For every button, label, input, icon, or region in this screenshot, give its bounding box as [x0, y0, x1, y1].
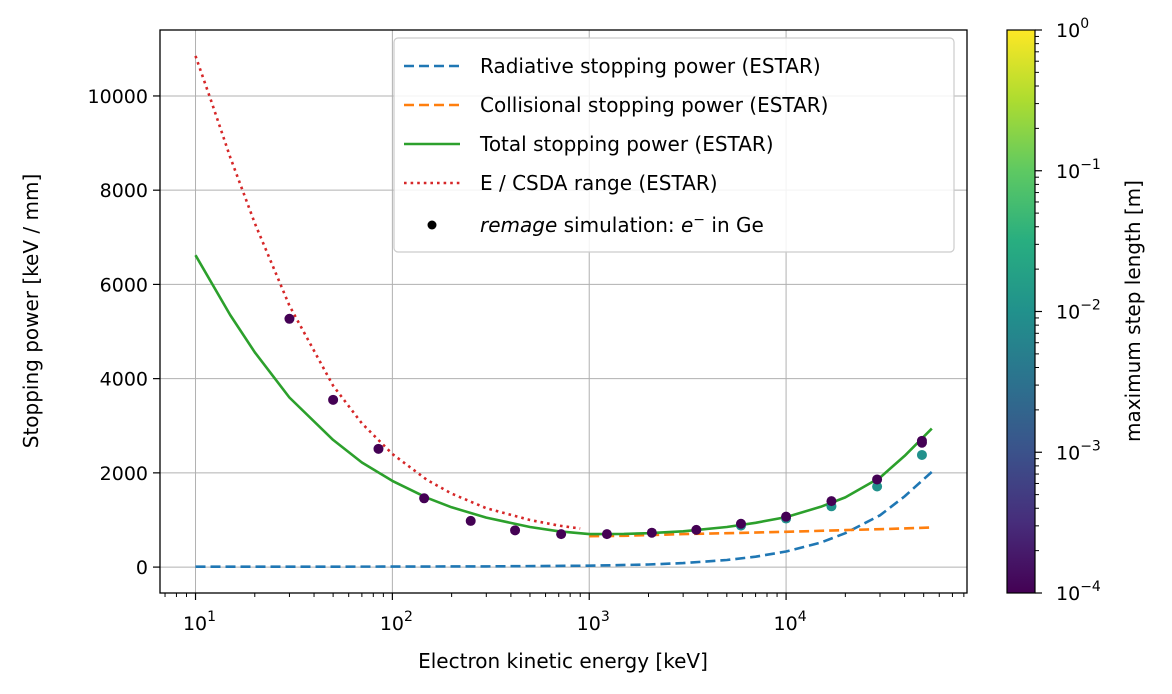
series-line-2 — [194, 254, 933, 536]
x-tick-label: 102 — [380, 609, 413, 635]
colorbar-tick-label: 10−2 — [1056, 298, 1101, 324]
colorbar-tick-label: 100 — [1056, 16, 1089, 42]
simulation-point — [735, 518, 746, 529]
series-lines — [194, 55, 933, 568]
simulation-point — [872, 474, 883, 485]
simulation-point — [781, 511, 792, 522]
colorbar-tick-label: 10−3 — [1056, 438, 1101, 464]
simulation-point — [916, 449, 927, 460]
y-tick-label: 4000 — [100, 369, 148, 391]
simulation-point — [284, 313, 295, 324]
y-tick-label: 10000 — [88, 86, 148, 108]
y-axis-label: Stopping power [keV / mm] — [19, 174, 43, 449]
simulation-point — [419, 493, 430, 504]
legend-label-collisional: Collisional stopping power (ESTAR) — [480, 93, 828, 117]
x-tick-label: 104 — [774, 609, 807, 635]
legend-label-radiative: Radiative stopping power (ESTAR) — [480, 54, 821, 78]
x-tick-label: 101 — [183, 609, 216, 635]
simulation-point — [646, 527, 657, 538]
plot-frame — [159, 29, 968, 594]
y-tick-label: 6000 — [100, 274, 148, 296]
x-axis-ticks: 101 102 103 104 — [164, 593, 965, 635]
legend-label-simulation: remage simulation: e− in Ge — [480, 212, 764, 237]
colorbar-ticks: 10−4 10−3 10−2 10−1 100 — [1035, 16, 1101, 605]
simulation-point — [556, 529, 567, 540]
scatter-points — [284, 313, 927, 540]
x-tick-label: 103 — [577, 609, 610, 635]
y-axis-ticks: 0 2000 4000 6000 8000 10000 — [88, 86, 160, 579]
colorbar-gradient — [1006, 29, 1036, 594]
legend-label-csda: E / CSDA range (ESTAR) — [480, 171, 718, 195]
simulation-point — [872, 481, 883, 492]
simulation-point — [691, 524, 702, 535]
series-line-0 — [195, 470, 933, 568]
series-line-3 — [194, 55, 581, 530]
series-line-1 — [589, 526, 932, 538]
colorbar-tick-label: 10−1 — [1056, 157, 1101, 183]
y-tick-label: 8000 — [100, 180, 148, 202]
simulation-point — [826, 496, 837, 507]
colorbar-label: maximum step length [m] — [1121, 180, 1145, 442]
simulation-point — [465, 515, 476, 526]
colorbar: 10−4 10−3 10−2 10−1 100 maximum step length … — [1006, 16, 1145, 605]
legend-swatch-simulation — [427, 220, 437, 230]
colorbar-tick-label: 10−4 — [1056, 579, 1101, 605]
legend-box — [393, 37, 955, 253]
x-axis-label: Electron kinetic energy [keV] — [418, 649, 708, 673]
legend: Radiative stopping power (ESTAR) Collisi… — [393, 37, 955, 253]
simulation-point — [601, 529, 612, 540]
y-tick-label: 0 — [136, 557, 148, 579]
y-tick-label: 2000 — [100, 463, 148, 485]
simulation-point — [510, 525, 521, 536]
simulation-point — [916, 435, 927, 446]
legend-label-total: Total stopping power (ESTAR) — [479, 132, 774, 156]
simulation-point — [373, 443, 384, 454]
simulation-point — [328, 394, 339, 405]
